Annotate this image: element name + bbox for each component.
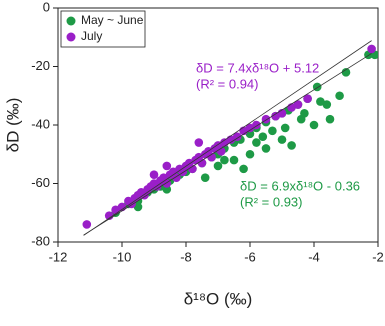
fit-line: [83, 53, 372, 236]
y-tick-label: -80: [31, 233, 50, 248]
plot-area: [82, 40, 378, 236]
x-axis-label: δ¹⁸O (‰): [184, 289, 253, 308]
point: [271, 111, 280, 121]
point: [162, 161, 172, 171]
point: [280, 123, 290, 133]
point: [300, 109, 309, 118]
point: [239, 164, 248, 174]
point: [188, 164, 197, 174]
point: [252, 138, 261, 147]
legend-marker: [66, 32, 76, 42]
point: [258, 132, 268, 141]
legend-box: [60, 10, 146, 48]
legend-label: July: [81, 29, 102, 43]
point: [303, 94, 312, 103]
point: [207, 152, 216, 162]
fit-equation: δD = 7.4xδ¹⁸O + 5.12: [196, 60, 319, 75]
point: [325, 114, 335, 124]
point: [200, 173, 210, 182]
point: [245, 149, 255, 159]
point: [82, 220, 92, 229]
fit-r2: (R² = 0.93): [240, 194, 303, 209]
point: [133, 202, 143, 212]
point: [293, 100, 303, 109]
y-axis-label: δD (‰): [3, 98, 22, 153]
x-tick-label: -10: [113, 249, 132, 264]
point: [268, 126, 277, 136]
y-tick-label: 0: [43, 0, 50, 14]
fit-r2: (R² = 0.94): [196, 76, 259, 91]
point: [149, 170, 159, 180]
point: [213, 161, 223, 171]
x-tick-label: -12: [49, 249, 68, 264]
point: [322, 100, 332, 109]
point: [197, 158, 207, 168]
fit-equation: δD = 6.9xδ¹⁸O - 0.36: [240, 178, 360, 193]
point: [261, 144, 271, 153]
y-tick-label: -20: [31, 58, 50, 73]
point: [245, 123, 255, 133]
x-tick-label: -8: [180, 249, 192, 264]
point: [194, 138, 204, 147]
point: [277, 135, 287, 144]
point: [341, 68, 351, 77]
point: [316, 97, 325, 106]
point: [309, 120, 319, 130]
legend-label: May ~ June: [81, 13, 144, 27]
fit-line: [83, 40, 372, 236]
point: [216, 147, 226, 156]
point: [287, 141, 296, 150]
point: [232, 132, 242, 141]
point: [220, 155, 229, 165]
point: [335, 91, 344, 101]
point: [367, 44, 376, 54]
x-tick-label: -4: [308, 249, 320, 264]
x-tick-label: -2: [372, 249, 384, 264]
y-tick-label: -40: [31, 116, 50, 131]
x-tick-label: -6: [244, 249, 256, 264]
point: [229, 155, 239, 165]
y-tick-label: -60: [31, 175, 50, 190]
legend-marker: [66, 16, 76, 26]
